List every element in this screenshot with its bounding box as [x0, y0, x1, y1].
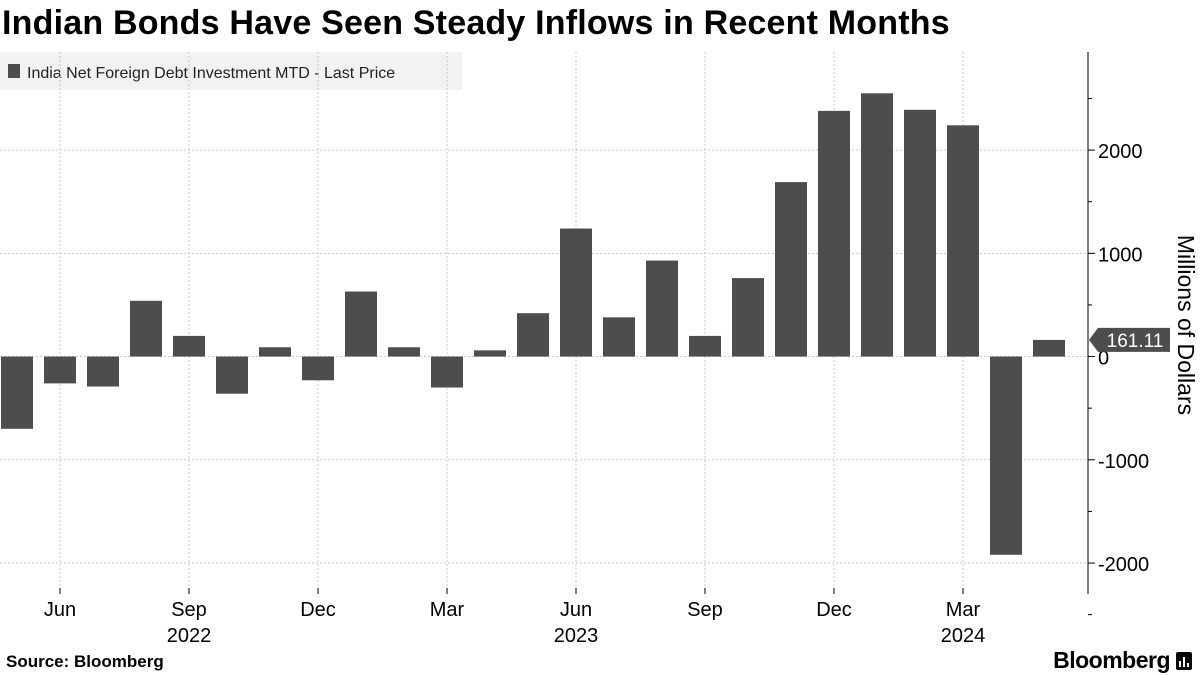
bar — [388, 347, 420, 357]
brand-logo: Bloomberg — [1053, 647, 1192, 674]
legend-label: India Net Foreign Debt Investment MTD - … — [27, 65, 395, 82]
y-tick-label: 1000 — [1098, 244, 1143, 266]
source-note: Source: Bloomberg — [6, 652, 164, 671]
x-tick-label: Jun — [560, 599, 592, 621]
bar — [560, 228, 592, 357]
bar — [947, 125, 979, 357]
last-value-tag — [1089, 327, 1170, 352]
x-tick-label: Dec — [816, 599, 852, 621]
y-tick-label: 2000 — [1098, 141, 1143, 163]
y-tick-label: 0 — [1098, 348, 1109, 370]
x-tick-label: Sep — [171, 599, 207, 621]
bar — [517, 313, 549, 357]
bar — [775, 182, 807, 357]
bar — [1033, 339, 1065, 357]
x-year-label: 2024 — [941, 625, 986, 647]
bar — [1, 356, 33, 429]
legend-swatch — [8, 64, 20, 78]
bar — [646, 260, 678, 357]
x-tick-label: Sep — [687, 599, 723, 621]
bar — [861, 93, 893, 357]
bar — [732, 278, 764, 357]
y-axis-title: Millions of Dollars — [1173, 235, 1199, 415]
x-year-label: 2022 — [167, 625, 212, 647]
bar — [259, 347, 291, 357]
x-tick-label: Mar — [946, 599, 981, 621]
bar — [345, 291, 377, 357]
y-tick-label: -2000 — [1098, 554, 1149, 576]
bar — [173, 335, 205, 357]
legend-box — [0, 52, 462, 90]
bar — [990, 356, 1022, 555]
bar — [130, 300, 162, 357]
x-year-label: 2023 — [554, 625, 599, 647]
x-tick-label: Jun — [44, 599, 76, 621]
brand-name: Bloomberg — [1053, 647, 1170, 673]
bloomberg-chart-icon — [1176, 651, 1192, 670]
bar — [603, 317, 635, 357]
bar — [431, 356, 463, 388]
y-tick-label: -1000 — [1098, 451, 1149, 473]
chart-title: Indian Bonds Have Seen Steady Inflows in… — [2, 4, 950, 42]
x-tick-label: Mar — [430, 599, 465, 621]
x-tick-label: Dec — [300, 599, 336, 621]
bar — [689, 335, 721, 357]
bar — [302, 356, 334, 381]
bar — [904, 109, 936, 357]
bar — [474, 350, 506, 357]
bar — [87, 356, 119, 387]
bar — [44, 356, 76, 384]
last-value-label: 161.11 — [1107, 331, 1164, 352]
bar — [818, 110, 850, 357]
bar — [216, 356, 248, 394]
